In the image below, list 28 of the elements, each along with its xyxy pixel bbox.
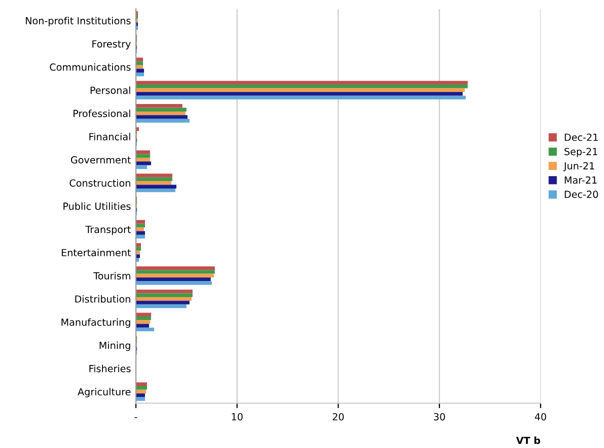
legend-label: Sep-21 bbox=[564, 148, 598, 158]
x-tick-label: 30 bbox=[434, 413, 445, 420]
y-tick-label: Communications bbox=[50, 63, 131, 71]
x-axis-title: VT b bbox=[516, 436, 540, 444]
x-tick-label: 10 bbox=[232, 413, 243, 420]
x-tick-label: 20 bbox=[332, 413, 344, 420]
x-tick-label: - bbox=[134, 417, 138, 418]
y-tick-label: Distribution bbox=[75, 295, 130, 303]
y-tick-label: Government bbox=[70, 156, 131, 164]
y-tick-label: Construction bbox=[70, 179, 130, 187]
legend-label: Mar-21 bbox=[564, 176, 597, 184]
x-tick-label: 40 bbox=[534, 413, 546, 420]
y-tick-label: Financial bbox=[89, 132, 130, 140]
y-tick-label: Tourism bbox=[93, 272, 130, 280]
legend-label: Dec-20 bbox=[564, 190, 598, 198]
y-tick-label: Fisheries bbox=[89, 364, 131, 372]
y-tick-label: Transport bbox=[85, 226, 131, 235]
y-tick-label: Agriculture bbox=[78, 388, 131, 398]
y-tick-label: Professional bbox=[74, 110, 130, 118]
y-tick-label: Public Utilities bbox=[64, 202, 131, 210]
legend-label: Dec-21 bbox=[564, 134, 598, 141]
y-tick-label: Entertainment bbox=[62, 248, 131, 256]
y-tick-label: Mining bbox=[100, 342, 130, 351]
legend-label: Jun-21 bbox=[563, 162, 594, 172]
y-tick-label: Personal bbox=[90, 86, 130, 94]
y-tick-label: Forestry bbox=[92, 40, 131, 50]
y-tick-label: Non-profit Institutions bbox=[26, 16, 131, 26]
y-tick-label: Manufacturing bbox=[62, 318, 130, 328]
